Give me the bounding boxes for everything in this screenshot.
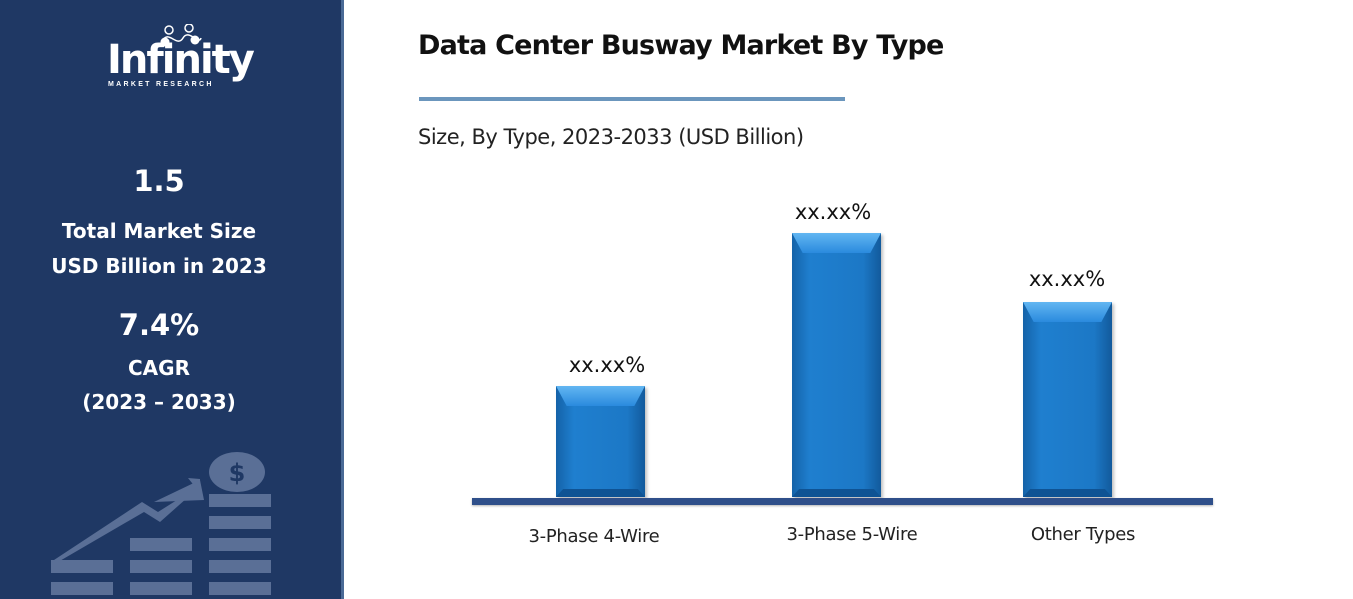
market-size-value: 1.5 xyxy=(133,164,185,198)
brand-logo: Infinity MARKET RESEARCH xyxy=(100,24,255,94)
cagr-label: CAGR xyxy=(128,356,190,380)
people-infinity-icon xyxy=(160,24,202,47)
svg-text:$: $ xyxy=(229,459,246,487)
category-label: 3-Phase 5-Wire xyxy=(786,524,918,545)
bar-data-label: xx.xx% xyxy=(794,200,872,224)
growth-chart-dollar-icon: $ xyxy=(51,452,271,595)
brand-tagline: MARKET RESEARCH xyxy=(108,81,214,88)
cagr-value: 7.4% xyxy=(118,308,200,342)
market-size-label: Total Market Size xyxy=(61,219,257,243)
bar-other-types xyxy=(1023,302,1112,497)
cagr-period: (2023 – 2033) xyxy=(82,390,236,414)
bar-3-phase-4-wire xyxy=(556,386,645,497)
bar-data-label: xx.xx% xyxy=(1028,267,1106,291)
bar-3-phase-5-wire xyxy=(792,233,881,497)
chart-title: Data Center Busway Market By Type xyxy=(418,30,944,61)
sidebar-panel: Infinity MARKET RESEARCH 1.5 Total Marke… xyxy=(0,0,344,599)
category-label: Other Types xyxy=(1030,524,1136,545)
market-size-unit-label: USD Billion in 2023 xyxy=(51,254,267,278)
brand-name: Infinity xyxy=(107,37,255,83)
chart-subtitle: Size, By Type, 2023-2033 (USD Billion) xyxy=(418,125,804,149)
title-underline xyxy=(419,97,845,101)
bar-data-label: xx.xx% xyxy=(568,353,646,377)
x-axis-line xyxy=(472,498,1213,505)
category-label: 3-Phase 4-Wire xyxy=(528,526,660,547)
